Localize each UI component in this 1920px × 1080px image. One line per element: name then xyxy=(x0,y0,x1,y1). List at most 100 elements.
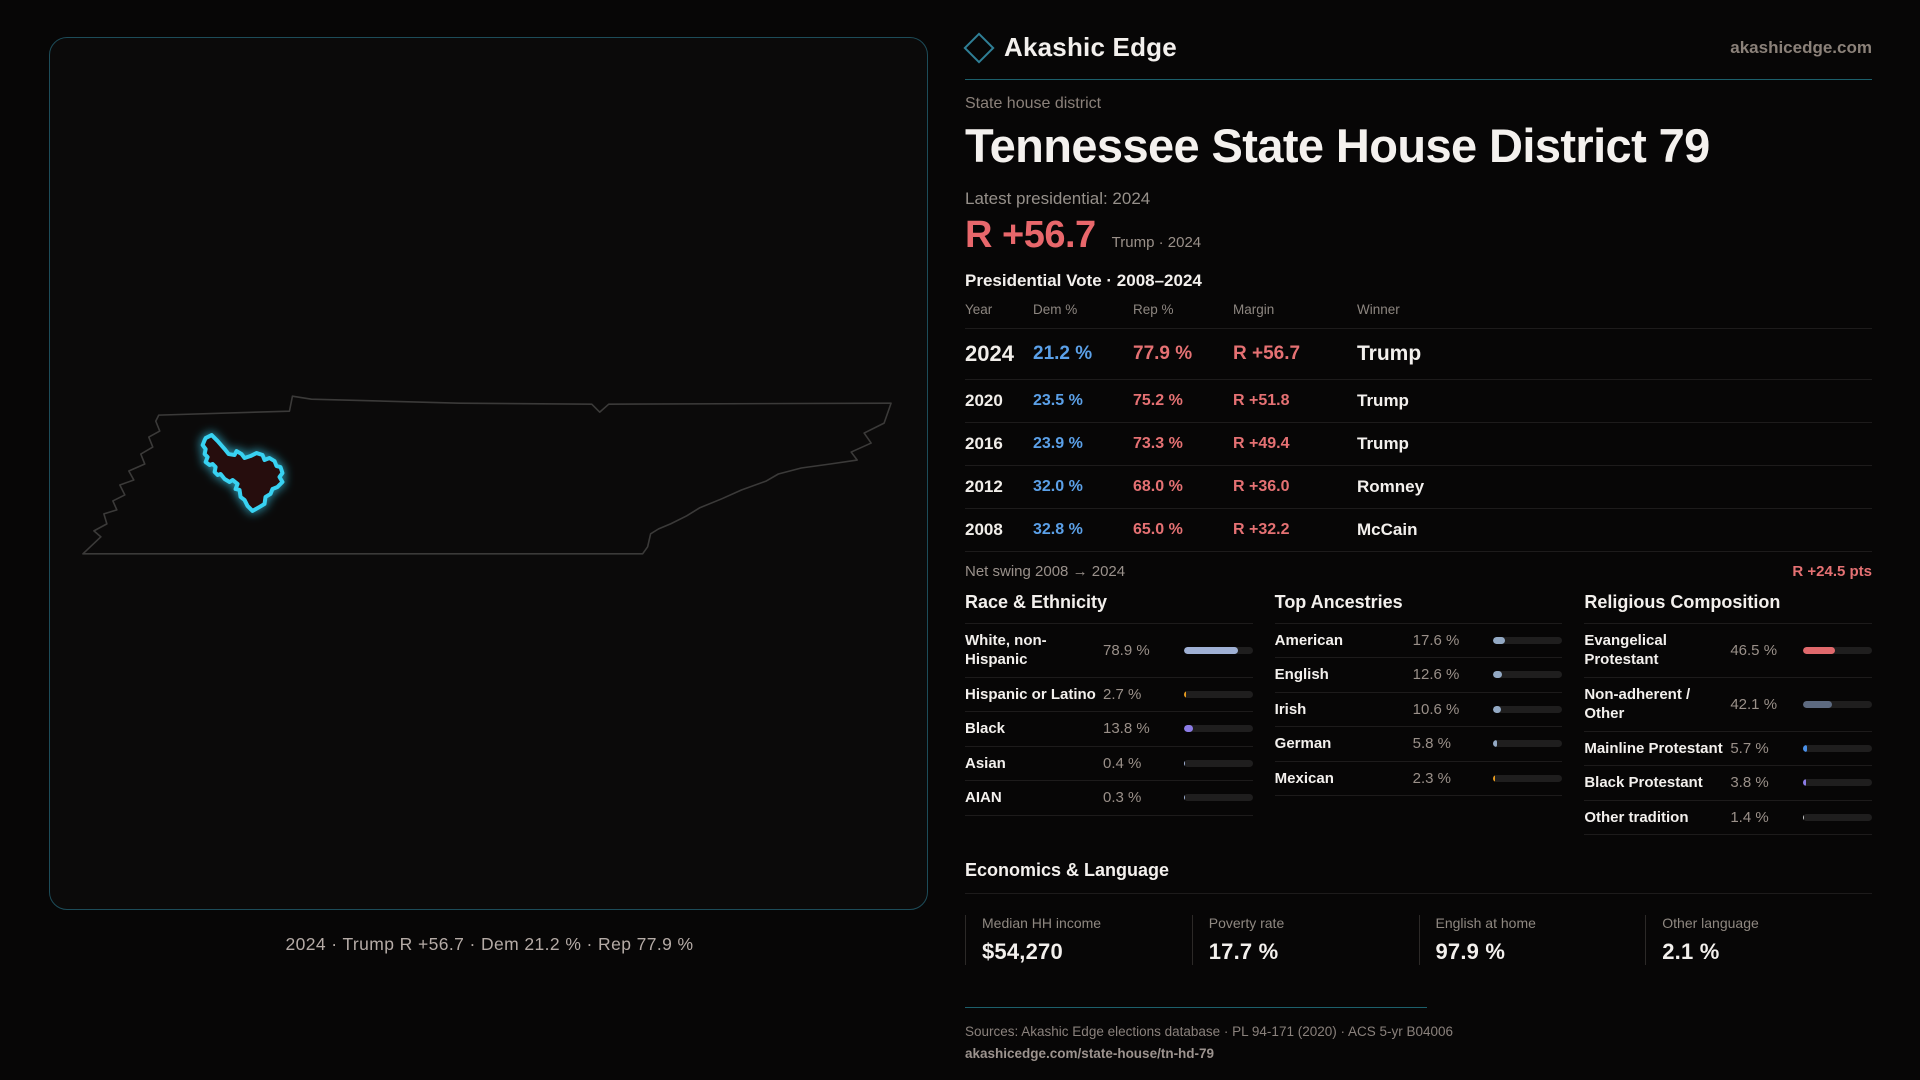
bar-fill xyxy=(1802,700,1833,708)
item-label: English xyxy=(1274,666,1329,684)
list-item: Asian 0.4 % xyxy=(965,747,1253,782)
col-margin: Margin xyxy=(1233,301,1275,317)
tennessee-map xyxy=(82,395,892,555)
col-winner: Winner xyxy=(1357,301,1400,317)
cell-margin: R +56.7 xyxy=(1233,342,1301,364)
stat-english-at-home: English at home 97.9 % xyxy=(1418,915,1646,966)
item-label: Black xyxy=(965,720,1006,738)
table-row: 2020 23.5 % 75.2 % R +51.8 Trump xyxy=(965,378,1872,422)
list-item: Non-adherent / Other 42.1 % xyxy=(1584,678,1872,732)
cell-winner: Romney xyxy=(1357,476,1425,496)
item-label: German xyxy=(1274,735,1332,753)
bar-fill xyxy=(1183,794,1186,802)
cell-rep: 75.2 % xyxy=(1133,391,1183,409)
stat-label: Poverty rate xyxy=(1208,915,1285,932)
item-value: 2.7 % xyxy=(1103,685,1142,703)
list-item: AIAN 0.3 % xyxy=(965,781,1253,816)
item-value: 46.5 % xyxy=(1730,641,1778,659)
cell-year: 2024 xyxy=(965,340,1014,366)
cell-winner: McCain xyxy=(1357,519,1418,539)
item-label: Black Protestant xyxy=(1584,774,1703,792)
cell-dem: 32.0 % xyxy=(1033,477,1083,495)
table-row: 2024 21.2 % 77.9 % R +56.7 Trump xyxy=(965,327,1872,379)
cell-year: 2020 xyxy=(965,390,1003,410)
bar-fill xyxy=(1183,725,1194,733)
item-label: Hispanic or Latino xyxy=(965,685,1096,703)
cell-margin: R +36.0 xyxy=(1233,477,1290,495)
bar-track xyxy=(1183,725,1253,733)
content-column: Akashic Edge akashicedge.com State house… xyxy=(963,26,1872,1063)
section-title: Race & Ethnicity xyxy=(965,592,1253,624)
item-label: Mexican xyxy=(1274,769,1334,787)
list-item: Hispanic or Latino 2.7 % xyxy=(965,678,1253,713)
bar-fill xyxy=(1493,671,1503,679)
stat-value: 2.1 % xyxy=(1662,939,1720,965)
demographics-grid: Race & Ethnicity White, non-Hispanic 78.… xyxy=(965,592,1872,836)
map-column: 2024 · Trump R +56.7 · Dem 21.2 % · Rep … xyxy=(49,37,930,955)
item-value: 10.6 % xyxy=(1412,700,1460,718)
bar-track xyxy=(1493,774,1563,782)
district-shape-hd79[interactable] xyxy=(200,433,285,513)
vote-table: Year Dem % Rep % Margin Winner 2024 21.2… xyxy=(965,302,1872,580)
item-label: AIAN xyxy=(965,789,1002,807)
bar-track xyxy=(1802,813,1872,821)
cell-margin: R +32.2 xyxy=(1233,520,1290,538)
permalink[interactable]: akashicedge.com/state-house/tn-hd-79 xyxy=(965,1046,1215,1062)
race-ethnicity-section: Race & Ethnicity White, non-Hispanic 78.… xyxy=(965,592,1253,836)
cell-dem: 23.5 % xyxy=(1033,391,1083,409)
economics-stats: Median HH income $54,270 Poverty rate 17… xyxy=(965,915,1872,966)
net-swing-value: R +24.5 pts xyxy=(1792,562,1872,580)
bar-track xyxy=(1802,744,1872,752)
stat-other-language: Other language 2.1 % xyxy=(1645,915,1872,966)
item-label: Mainline Protestant xyxy=(1584,739,1723,757)
item-value: 2.3 % xyxy=(1412,769,1452,787)
site-link[interactable]: akashicedge.com xyxy=(1730,37,1872,57)
item-label: White, non-Hispanic xyxy=(965,631,1047,669)
bar-track xyxy=(1183,646,1253,654)
section-title: Top Ancestries xyxy=(1274,592,1563,624)
district-map-panel xyxy=(49,37,928,910)
list-item: Mainline Protestant 5.7 % xyxy=(1584,732,1872,767)
bar-track xyxy=(1183,794,1253,802)
cell-year: 2012 xyxy=(965,476,1003,496)
kicker: State house district xyxy=(965,95,1102,112)
stat-value: 17.7 % xyxy=(1208,939,1279,965)
footer: Sources: Akashic Edge elections database… xyxy=(965,1007,1872,1063)
bar-fill xyxy=(1802,779,1806,787)
stat-label: Other language xyxy=(1662,915,1759,932)
bar-fill xyxy=(1802,813,1805,821)
latest-presidential-label: Latest presidential: 2024 xyxy=(965,188,1151,208)
footer-divider xyxy=(965,1007,1427,1009)
stat-label: Median HH income xyxy=(982,915,1102,932)
bar-track xyxy=(1493,636,1563,644)
bar-track xyxy=(1493,740,1563,748)
item-label: Non-adherent / Other xyxy=(1584,685,1691,723)
list-item: White, non-Hispanic 78.9 % xyxy=(965,624,1253,678)
vote-table-header: Year Dem % Rep % Margin Winner xyxy=(965,302,1872,328)
cell-year: 2008 xyxy=(965,519,1003,539)
headline-margin-caption: Trump · 2024 xyxy=(1111,233,1202,251)
bar-fill xyxy=(1802,646,1836,654)
top-ancestries-section: Top Ancestries American 17.6 % English 1… xyxy=(1274,592,1563,836)
cell-margin: R +51.8 xyxy=(1233,391,1290,409)
list-item: Other tradition 1.4 % xyxy=(1584,801,1872,836)
religious-composition-section: Religious Composition Evangelical Protes… xyxy=(1584,592,1872,836)
bar-track xyxy=(1802,646,1872,654)
cell-dem: 21.2 % xyxy=(1033,342,1093,364)
col-dem: Dem % xyxy=(1033,301,1078,317)
item-value: 0.4 % xyxy=(1103,754,1142,772)
cell-rep: 65.0 % xyxy=(1133,520,1183,538)
item-value: 1.4 % xyxy=(1730,808,1769,826)
list-item: American 17.6 % xyxy=(1274,624,1563,659)
table-row: 2012 32.0 % 68.0 % R +36.0 Romney xyxy=(965,464,1872,508)
brand-name: Akashic Edge xyxy=(1004,32,1177,62)
cell-rep: 68.0 % xyxy=(1133,477,1183,495)
cell-winner: Trump xyxy=(1357,390,1409,410)
item-label: Asian xyxy=(965,754,1006,772)
section-title: Religious Composition xyxy=(1584,592,1872,624)
headline-margin-value: R +56.7 xyxy=(965,213,1096,256)
bar-track xyxy=(1802,779,1872,787)
cell-dem: 23.9 % xyxy=(1033,434,1083,452)
bar-fill xyxy=(1493,740,1498,748)
